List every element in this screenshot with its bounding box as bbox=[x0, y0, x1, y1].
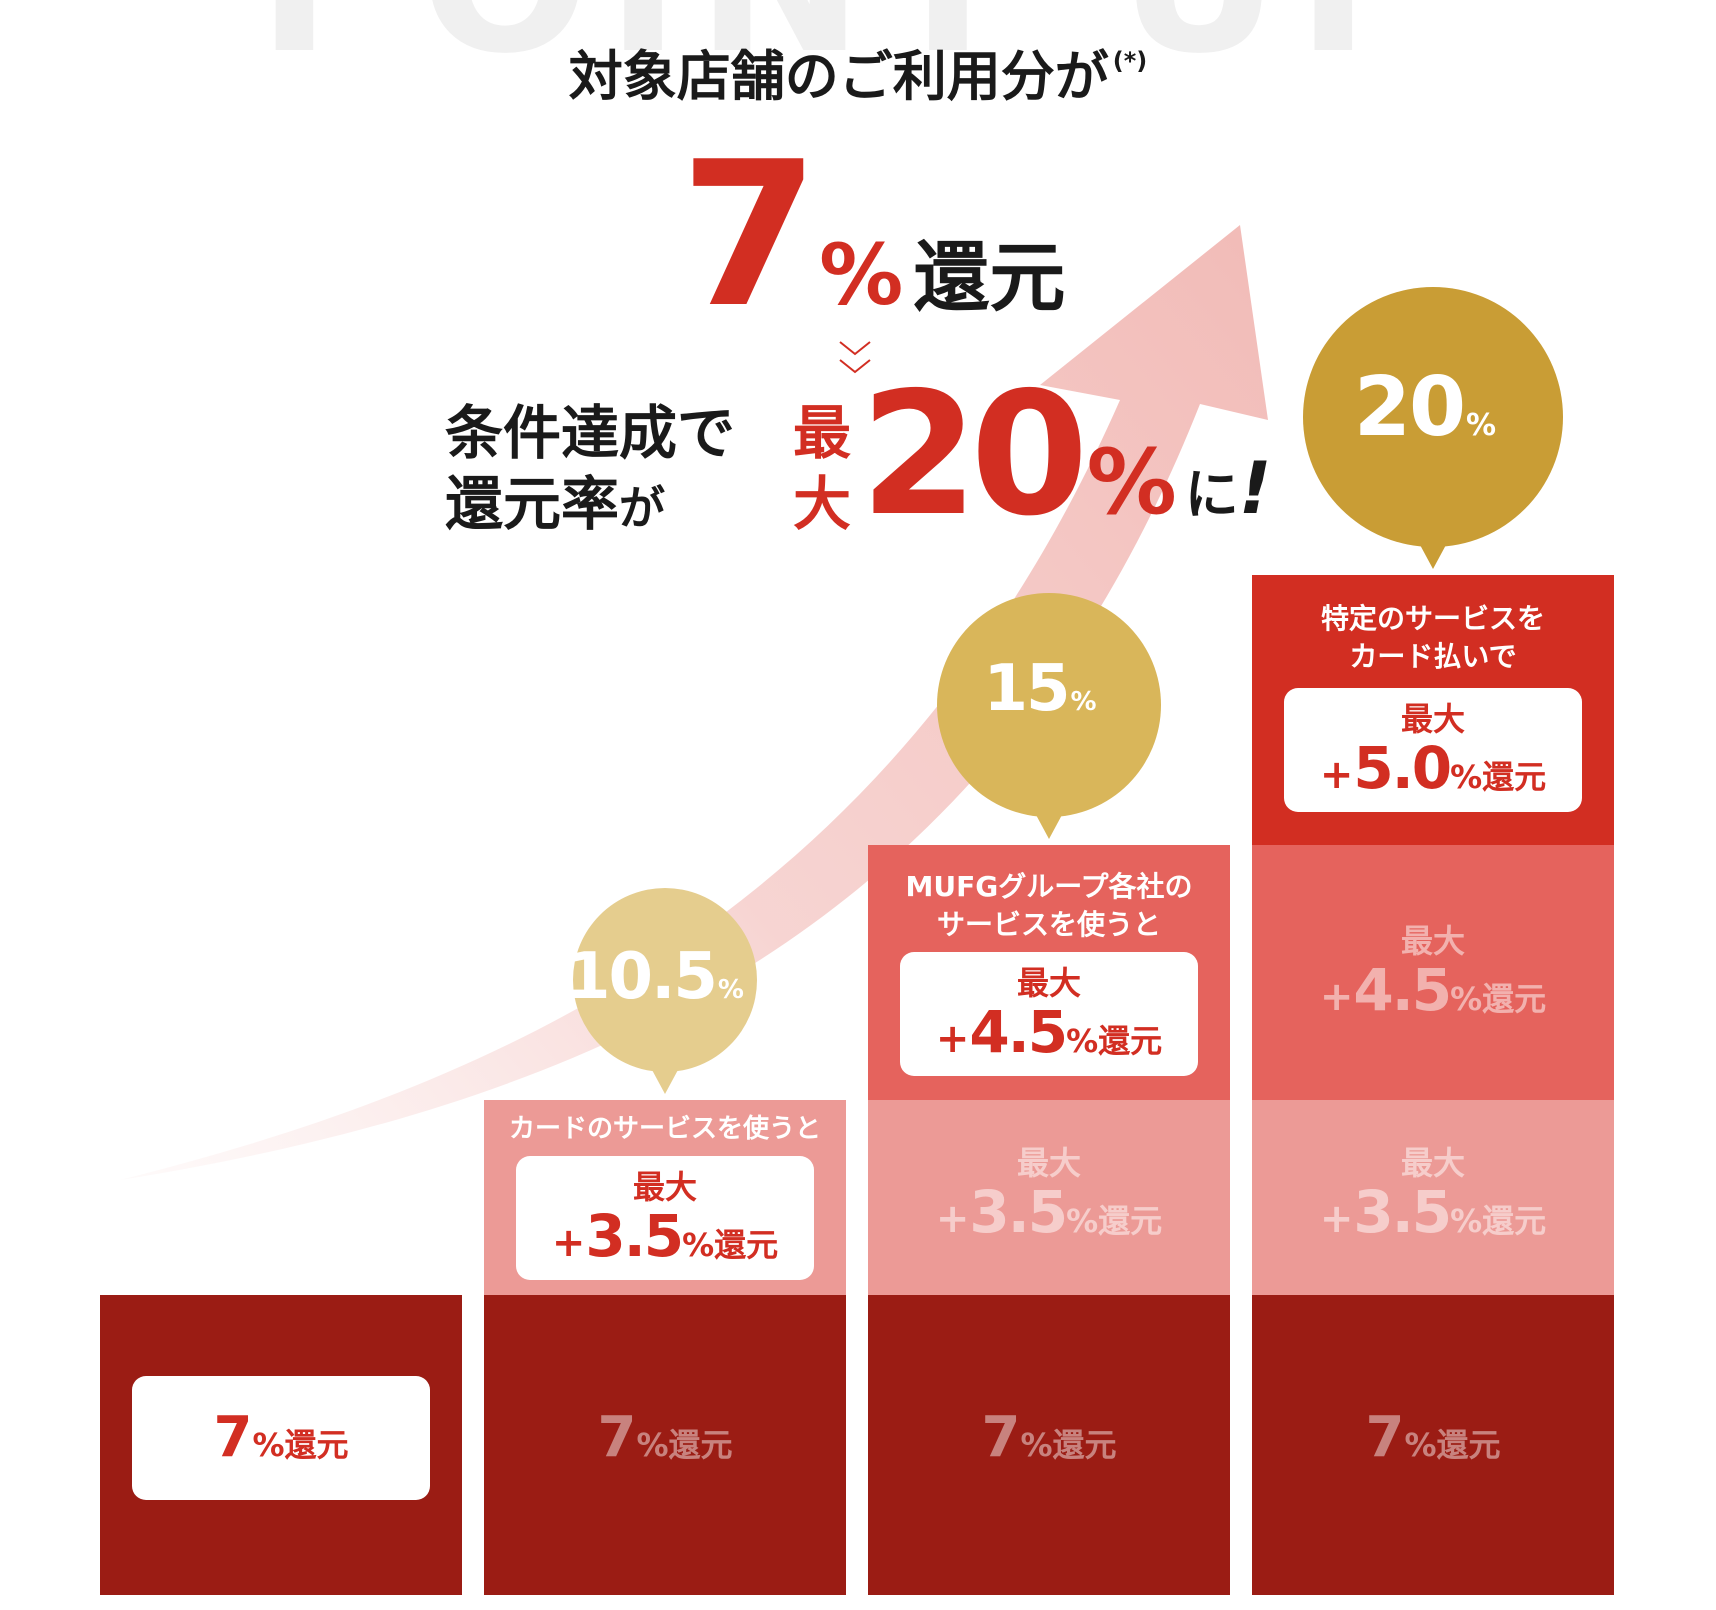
bubble-pct: % bbox=[1466, 408, 1497, 443]
max-rate-suffix: に bbox=[1184, 463, 1239, 526]
plus-sign: + bbox=[935, 1016, 970, 1063]
plus-sign: + bbox=[551, 1220, 586, 1267]
max-rate-percent: % bbox=[1086, 430, 1177, 535]
seg3-label-line2: カード払いで bbox=[1349, 639, 1517, 673]
bubble-pct: % bbox=[1070, 687, 1097, 717]
condition-line2-ga: が bbox=[619, 480, 666, 535]
bubble-pointer-3 bbox=[1035, 813, 1063, 839]
pct-unit: %還元 bbox=[682, 1226, 779, 1265]
seg2-card: 最大 +4.5%還元 bbox=[900, 952, 1198, 1076]
lead-note: (*) bbox=[1112, 47, 1148, 75]
bubble-label-15: 15% bbox=[935, 652, 1145, 726]
bubble-value: 15 bbox=[983, 652, 1070, 726]
max-label: 最大 bbox=[632, 1168, 697, 1206]
base-num: 7 bbox=[1365, 1405, 1405, 1470]
max-label: 最大 bbox=[1400, 700, 1465, 738]
base-num: 7 bbox=[597, 1405, 637, 1470]
faded-seg1-bar3: 最大 +3.5%還元 bbox=[868, 1144, 1230, 1243]
plus-sign: + bbox=[1319, 752, 1354, 799]
bar-segment-4-1 bbox=[1252, 1295, 1614, 1595]
faded-amount: 3.5 bbox=[1353, 1178, 1452, 1247]
max-rate-exclaim: ! bbox=[1238, 446, 1272, 530]
max-label: 最大 bbox=[1400, 922, 1465, 960]
bubble-label-20: 20% bbox=[1305, 360, 1545, 455]
seg2-label: MUFGグループ各社の サービスを使うと bbox=[868, 868, 1230, 944]
lead-text: 対象店舗のご利用分が (*) bbox=[0, 32, 1716, 111]
base-rate-headline: 7% 還元 bbox=[680, 136, 1065, 336]
base-pct: % bbox=[252, 1426, 285, 1464]
condition-line2: 還元率が bbox=[445, 469, 735, 540]
plus-sign: + bbox=[1319, 974, 1354, 1021]
faded-seg1-bar4: 最大 +3.5%還元 bbox=[1252, 1144, 1614, 1243]
max-label-line1: 最 bbox=[792, 399, 851, 467]
bubble-pointer-4 bbox=[1419, 543, 1447, 569]
seg2-label-line2: サービスを使うと bbox=[936, 907, 1161, 941]
chevron-down-icon bbox=[839, 341, 871, 374]
seg1-card: 最大 +3.5%還元 bbox=[516, 1156, 814, 1280]
faded-amount: 4.5 bbox=[1353, 956, 1452, 1025]
seg1-amount: 3.5 bbox=[585, 1202, 684, 1271]
bubbles-group bbox=[573, 287, 1563, 1094]
base-num: 7 bbox=[981, 1405, 1021, 1470]
seg3-label-line1: 特定のサービスを bbox=[1320, 602, 1545, 635]
total-bubble-2 bbox=[573, 888, 757, 1072]
max-label: 最大 bbox=[1016, 1144, 1081, 1182]
bubble-pointer-2 bbox=[651, 1068, 679, 1094]
plus-sign: + bbox=[1319, 1196, 1354, 1243]
bar-segment-2-1 bbox=[484, 1295, 846, 1595]
condition-line2-main: 還元率 bbox=[445, 469, 620, 538]
max-rate-value: 20 bbox=[860, 356, 1089, 554]
max-label: 最大 bbox=[1400, 1144, 1465, 1182]
base-rate-unit: 還元 bbox=[913, 233, 1066, 322]
pct-unit: %還元 bbox=[1066, 1202, 1163, 1241]
bar-segment-3-1 bbox=[868, 1295, 1230, 1595]
bar-segment-3-2 bbox=[868, 1100, 1230, 1295]
seg3-label: 特定のサービスを カード払いで bbox=[1252, 600, 1614, 676]
base-pct: % bbox=[636, 1426, 669, 1464]
base-text-bar3: 7%還元 bbox=[868, 1376, 1230, 1513]
pct-unit: %還元 bbox=[1450, 758, 1547, 797]
max-label-stack: 最 大 bbox=[790, 398, 854, 540]
pct-unit: %還元 bbox=[1066, 1022, 1163, 1061]
pct-unit: %還元 bbox=[1450, 980, 1547, 1019]
bar-segment-4-3 bbox=[1252, 845, 1614, 1100]
base-unit: 還元 bbox=[1052, 1426, 1117, 1464]
condition-line1: 条件達成で bbox=[445, 399, 736, 467]
lead-label: 対象店舗のご利用分が bbox=[568, 45, 1109, 108]
watermark: POINT UP bbox=[0, 0, 1716, 82]
base-rate-value: 7 bbox=[680, 119, 819, 352]
base-rate-percent: % bbox=[819, 226, 904, 324]
faded-seg2-bar4: 最大 +4.5%還元 bbox=[1252, 922, 1614, 1021]
base-pct: % bbox=[1020, 1426, 1053, 1464]
pct-unit: %還元 bbox=[1450, 1202, 1547, 1241]
seg2-label-line1: MUFGグループ各社の bbox=[905, 870, 1193, 903]
base-unit: 還元 bbox=[284, 1426, 349, 1464]
total-bubble-3 bbox=[937, 593, 1161, 817]
condition-text: 条件達成で 還元率が bbox=[445, 398, 735, 540]
base-num: 7 bbox=[213, 1405, 253, 1470]
base-pct: % bbox=[1404, 1426, 1437, 1464]
seg3-amount: 5.0 bbox=[1353, 734, 1452, 803]
bubble-value: 10.5 bbox=[566, 940, 718, 1014]
plus-sign: + bbox=[935, 1196, 970, 1243]
bar-segment-4-2 bbox=[1252, 1100, 1614, 1295]
faded-amount: 3.5 bbox=[969, 1178, 1068, 1247]
bubble-value: 20 bbox=[1353, 360, 1466, 455]
bubble-label-10-5: 10.5% bbox=[560, 940, 750, 1014]
max-rate-headline: 20% に! bbox=[860, 370, 1272, 540]
base-unit: 還元 bbox=[1436, 1426, 1501, 1464]
seg3-card: 最大 +5.0%還元 bbox=[1284, 688, 1582, 812]
seg1-label: カードのサービスを使うと bbox=[508, 1114, 821, 1144]
max-label-line2: 大 bbox=[792, 469, 851, 538]
max-label: 最大 bbox=[1016, 964, 1081, 1002]
bubble-pct: % bbox=[717, 975, 744, 1005]
base-card-bar1: 7%還元 bbox=[132, 1376, 430, 1500]
seg2-amount: 4.5 bbox=[969, 998, 1068, 1067]
base-text-bar4: 7%還元 bbox=[1252, 1376, 1614, 1513]
total-bubble-4 bbox=[1303, 287, 1563, 547]
base-text-bar2: 7%還元 bbox=[484, 1376, 846, 1513]
base-unit: 還元 bbox=[668, 1426, 733, 1464]
